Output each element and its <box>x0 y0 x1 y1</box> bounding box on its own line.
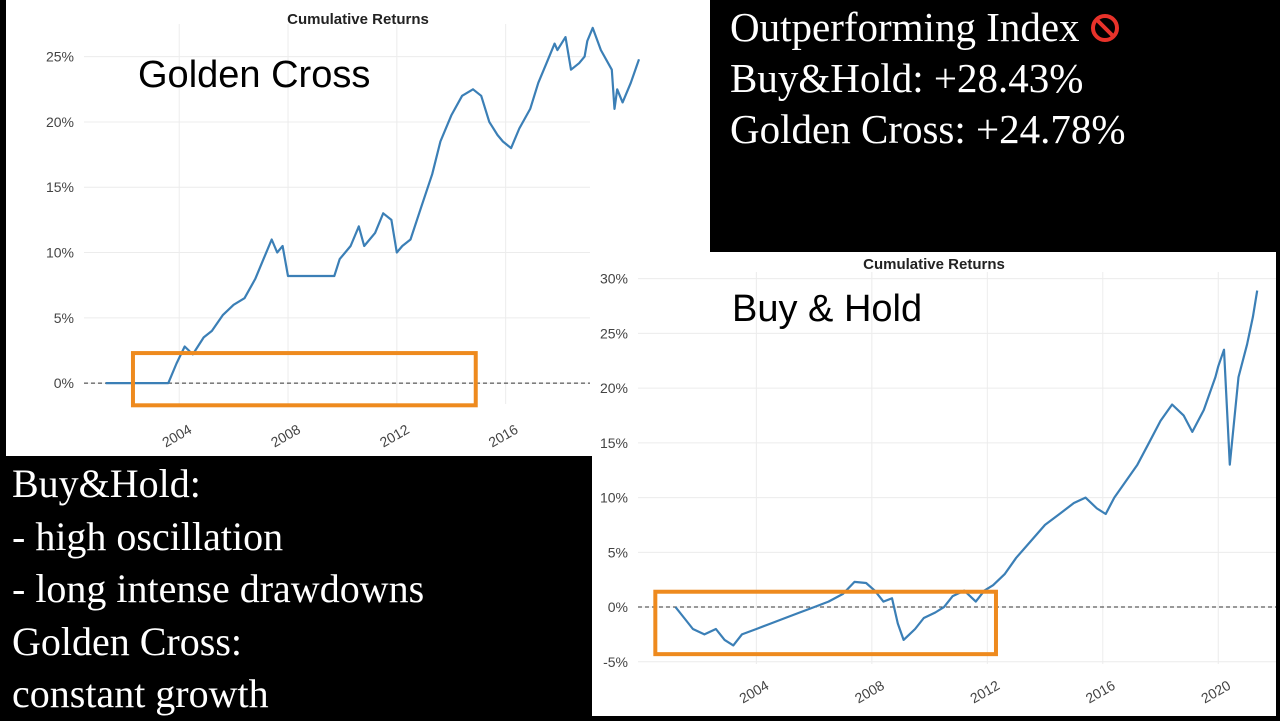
y-tick-label: 0% <box>54 375 74 391</box>
y-tick-label: 10% <box>46 245 74 261</box>
cumulative-returns-line <box>105 26 641 385</box>
y-tick-label: -5% <box>603 654 628 670</box>
x-tick-label: 2012 <box>967 677 1002 707</box>
outperforming-index-note: Outperforming Index Buy&Hold: +28.43% Go… <box>730 2 1126 155</box>
buy-hold-return-text: Buy&Hold: +28.43% <box>730 55 1084 101</box>
x-tick-label: 2004 <box>159 421 194 451</box>
y-tick-label: 5% <box>608 544 628 560</box>
y-tick-label: 15% <box>600 435 628 451</box>
golden-cross-label: Golden Cross <box>138 54 371 96</box>
y-tick-label: 20% <box>46 114 74 130</box>
highlight-box <box>653 589 998 657</box>
golden-cross-return-text: Golden Cross: +24.78% <box>730 106 1126 152</box>
golden-cross-chart-panel: 0% 5% 10% 15% 20% 25% 2004 2008 2012 2016 Cumulat… <box>6 0 710 456</box>
x-tick-label: 2008 <box>852 677 887 707</box>
x-tick-label: 2016 <box>486 421 521 451</box>
buy-hold-label: Buy & Hold <box>732 288 923 330</box>
note-line-golden-cross: Golden Cross: <box>12 618 242 664</box>
y-tick-label: 25% <box>600 325 628 341</box>
cumulative-returns-line <box>674 290 1259 647</box>
y-tick-label: 20% <box>600 380 628 396</box>
y-tick-label: 25% <box>46 49 74 65</box>
outperforming-index-text: Outperforming Index <box>730 4 1080 50</box>
note-line-drawdowns: - long intense drawdowns <box>12 566 425 611</box>
x-tick-label: 2008 <box>268 421 303 451</box>
y-tick-label: 10% <box>600 490 628 506</box>
note-line-constant-growth: constant growth <box>12 671 269 716</box>
y-tick-label: 15% <box>46 179 74 195</box>
note-line-high-oscillation: - high oscillation <box>12 513 284 559</box>
buy-hold-chart-title: Cumulative Returns <box>863 256 1005 273</box>
buy-hold-chart: -5% 0% 5% 10% 15% 20% 25% 30% 2004 2008 2012 2016 20… <box>600 271 1276 707</box>
x-tick-label: 2012 <box>377 421 412 451</box>
prohibited-icon <box>1090 14 1119 42</box>
x-tick-label: 2004 <box>736 677 771 707</box>
x-tick-label: 2020 <box>1198 677 1233 707</box>
highlight-box <box>130 351 478 408</box>
outperforming-index-heading: Outperforming Index <box>730 2 1126 53</box>
y-tick-label: 5% <box>54 310 74 326</box>
y-tick-label: 30% <box>600 271 628 287</box>
x-tick-label: 2016 <box>1083 677 1118 707</box>
buy-hold-chart-panel: -5% 0% 5% 10% 15% 20% 25% 30% 2004 2008 2012 2016 20… <box>592 252 1276 716</box>
golden-cross-chart-title: Cumulative Returns <box>287 11 429 28</box>
note-line-buy-hold: Buy&Hold: <box>12 461 201 506</box>
strategy-comparison-note: Buy&Hold: - high oscillation - long inte… <box>12 458 424 721</box>
golden-cross-chart: 0% 5% 10% 15% 20% 25% 2004 2008 2012 2016 <box>46 24 641 451</box>
y-tick-label: 0% <box>608 599 628 615</box>
